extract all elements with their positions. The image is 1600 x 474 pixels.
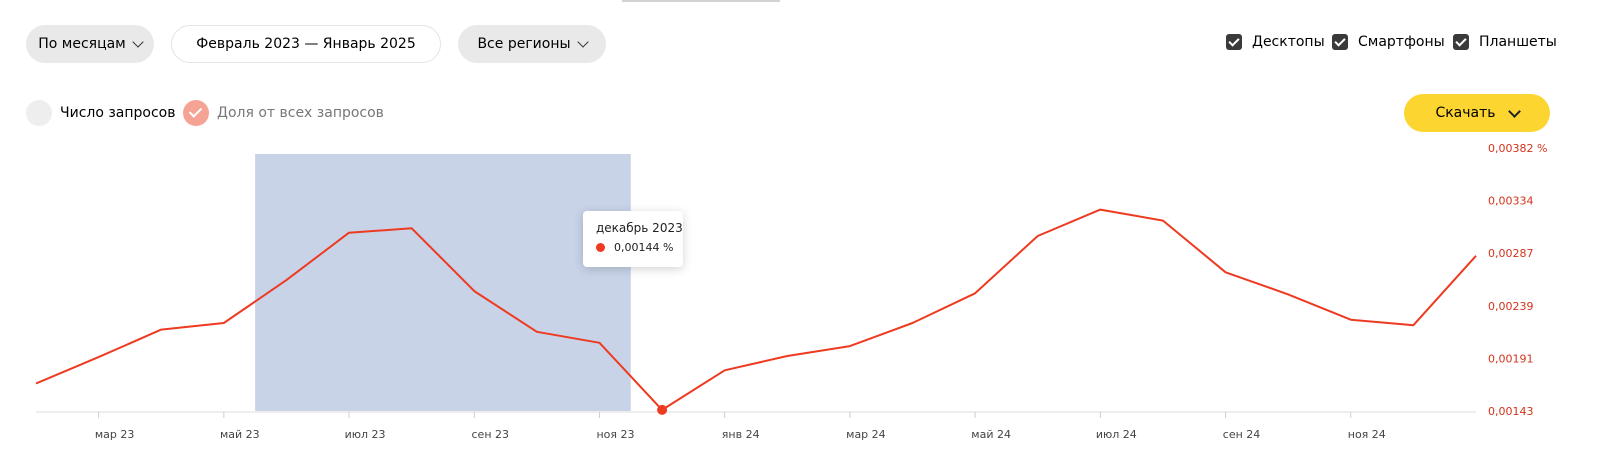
x-tick-label: ноя 24 (1348, 428, 1386, 441)
download-label: Скачать (1435, 105, 1496, 121)
device-label: Планшеты (1479, 34, 1557, 50)
y-tick-label: 0,00382 % (1488, 142, 1547, 155)
highlighted-data-point[interactable] (657, 404, 668, 415)
checkbox-checked-icon (1453, 34, 1469, 50)
x-tick-label: июл 23 (345, 428, 386, 441)
regions-label: Все регионы (477, 36, 571, 52)
chart-tooltip: декабрь 2023 0,00144 % (583, 211, 683, 267)
series-line (35, 208, 1477, 411)
device-label: Десктопы (1252, 34, 1325, 50)
checkbox-checked-icon (1226, 34, 1242, 50)
y-tick-label: 0,00239 (1488, 300, 1534, 313)
device-label: Смартфоны (1358, 34, 1445, 50)
device-checkbox-desktop[interactable]: Десктопы (1226, 34, 1325, 50)
x-tick-label: мар 24 (846, 428, 886, 441)
top-indicator (622, 0, 780, 2)
x-tick-label: июл 24 (1096, 428, 1137, 441)
metric-label: Доля от всех запросов (217, 105, 384, 121)
series-marker-icon (596, 243, 605, 252)
x-tick-label: май 24 (971, 428, 1011, 441)
radio-checked-icon (183, 100, 209, 126)
radio-unchecked-icon (26, 100, 52, 126)
x-ticks: мар 23 май 23 июл 23 сен 23 ноя 23 янв 24 мар … (95, 412, 1386, 441)
metric-toggle-count[interactable]: Число запросов (26, 100, 176, 126)
y-tick-label: 0,00334 (1488, 195, 1534, 208)
metric-toggle-share[interactable]: Доля от всех запросов (183, 100, 384, 126)
device-checkbox-smartphone[interactable]: Смартфоны (1332, 34, 1445, 50)
period-mode-label: По месяцам (38, 36, 126, 52)
y-tick-label: 0,00191 (1488, 352, 1534, 365)
date-range-picker[interactable]: Февраль 2023 — Январь 2025 (171, 25, 441, 63)
x-tick-label: сен 23 (472, 428, 510, 441)
x-tick-label: сен 24 (1223, 428, 1261, 441)
series-points (657, 404, 668, 415)
highlight-range (255, 154, 631, 411)
regions-select[interactable]: Все регионы (458, 25, 606, 63)
date-range-label: Февраль 2023 — Январь 2025 (196, 36, 416, 52)
x-tick-label: май 23 (220, 428, 260, 441)
period-mode-select[interactable]: По месяцам (26, 25, 154, 63)
tooltip-row: 0,00144 % (596, 241, 683, 254)
download-button[interactable]: Скачать (1404, 94, 1550, 132)
metric-label: Число запросов (60, 105, 176, 121)
y-tick-label: 0,00143 (1488, 405, 1534, 418)
device-checkbox-tablet[interactable]: Планшеты (1453, 34, 1557, 50)
tooltip-value: 0,00144 % (614, 241, 674, 254)
y-tick-label: 0,00287 (1488, 247, 1534, 260)
x-tick-label: янв 24 (722, 428, 760, 441)
checkbox-checked-icon (1332, 34, 1348, 50)
x-tick-label: ноя 23 (596, 428, 634, 441)
y-ticks: 0,00382 % 0,00334 0,00287 0,00239 0,00191 0,0… (1488, 142, 1547, 418)
x-tick-label: мар 23 (95, 428, 135, 441)
tooltip-title: декабрь 2023 (596, 221, 683, 235)
